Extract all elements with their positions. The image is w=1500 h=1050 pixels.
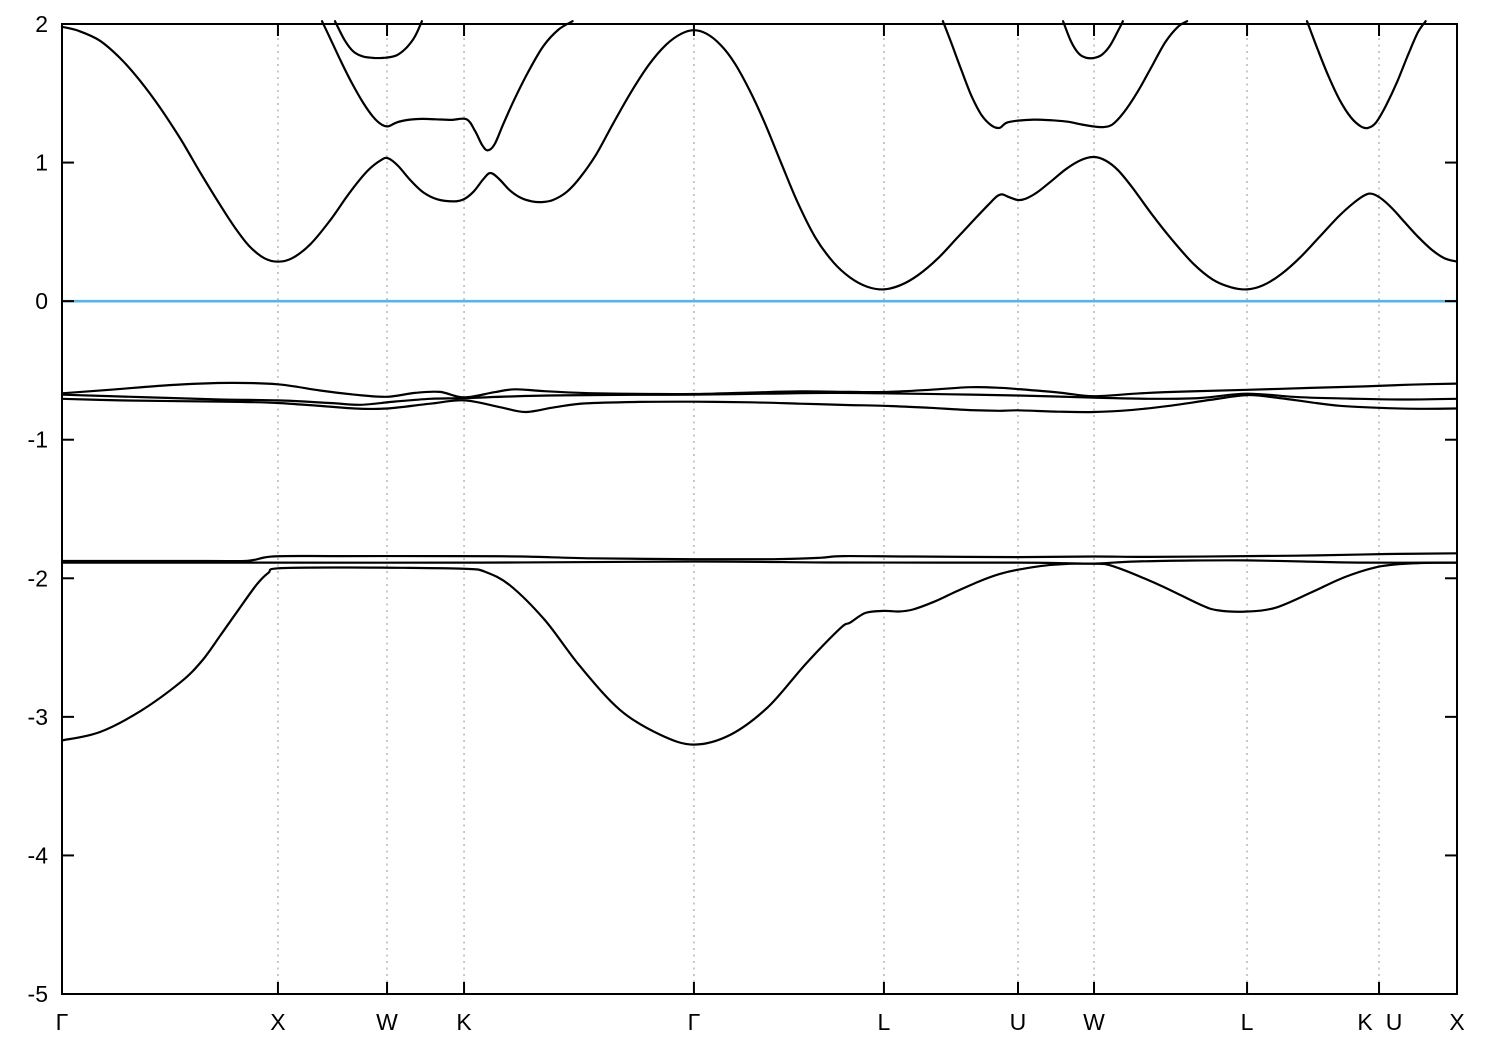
y-tick-label: 1 [35, 150, 48, 176]
y-tick-label: 0 [35, 288, 48, 314]
band-curve-valence-flat-band-lower [60, 559, 1459, 565]
x-tick-label: Γ [56, 1009, 69, 1035]
y-tick-label: -4 [28, 842, 49, 868]
x-tick-label: L [1241, 1009, 1254, 1035]
band-curve-valence-band-upper-2 [60, 391, 1459, 406]
plot-border [61, 23, 1458, 995]
y-tick-label: 2 [35, 11, 48, 37]
band-curve-conduction-arc-at-W-left [333, 20, 423, 60]
x-tick-label: U [1010, 1009, 1027, 1035]
band-curve-conduction-band-2-segment-KUX [1305, 20, 1427, 130]
band-curve-valence-band-upper-3 [60, 393, 1459, 414]
band-curve-valence-flat-band-upper [60, 552, 1459, 563]
x-tick-label: L [878, 1009, 891, 1035]
x-tick-label: K [456, 1009, 472, 1035]
y-tick-label: -3 [28, 704, 48, 730]
y-tick-label: -5 [28, 981, 48, 1007]
y-tick-label: -1 [28, 427, 48, 453]
band-curve-conduction-band-1 [60, 25, 1459, 291]
x-tick-label: U [1386, 1009, 1403, 1035]
band-curve-conduction-arc-at-W-right [1062, 20, 1124, 60]
x-tick-label: W [1083, 1009, 1105, 1035]
band-curve-conduction-band-2-segment-GXWK [320, 20, 574, 152]
x-tick-label: Γ [688, 1009, 701, 1035]
x-tick-label: W [376, 1009, 398, 1035]
x-tick-label: K [1357, 1009, 1373, 1035]
band-curve-valence-deep-band [60, 561, 1459, 746]
x-tick-label: X [270, 1009, 285, 1035]
band-curve-conduction-band-2-segment-LUW [941, 20, 1189, 130]
x-tick-label: X [1449, 1009, 1464, 1035]
y-tick-label: -2 [28, 565, 48, 591]
